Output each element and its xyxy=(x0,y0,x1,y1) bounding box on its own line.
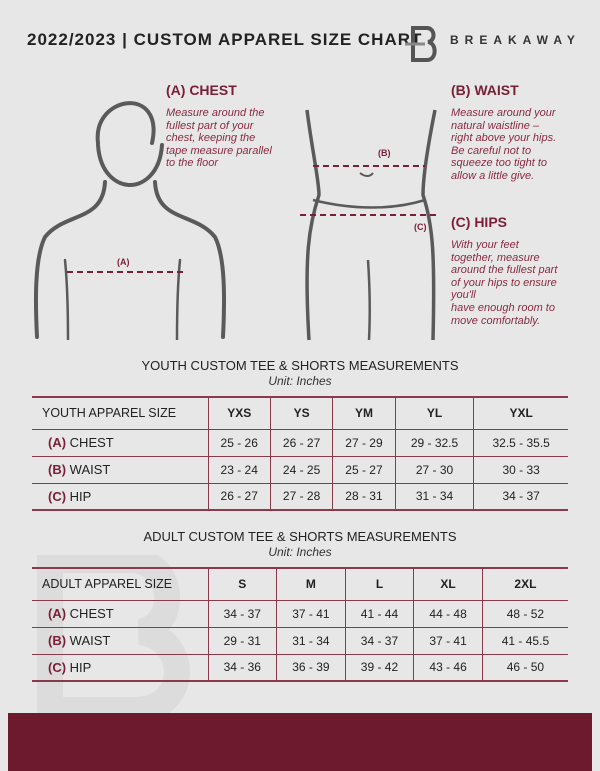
table-row: (A) CHEST 34 - 37 37 - 41 41 - 44 44 - 48 48 … xyxy=(32,599,568,628)
page-title: 2022/2023 | CUSTOM APPAREL SIZE CHART xyxy=(27,30,423,49)
cell: 25 - 26 xyxy=(207,428,271,457)
waist-marker: (B) xyxy=(378,148,391,158)
breakaway-logo-icon xyxy=(405,26,437,62)
row-label: (A) CHEST xyxy=(32,428,209,457)
cell: 27 - 30 xyxy=(394,455,475,484)
waist-heading: (B) WAIST xyxy=(451,82,519,98)
table-row: (A) CHEST 25 - 26 26 - 27 27 - 29 29 - 32.5 3… xyxy=(32,428,568,457)
table-row: (C) HIP 34 - 36 36 - 39 39 - 42 43 - 46 46 - … xyxy=(32,653,568,682)
size-header: YXS xyxy=(207,396,271,430)
table-header-row: ADULT APPAREL SIZE S M L XL 2XL xyxy=(32,567,568,601)
table-header-row: YOUTH APPAREL SIZE YXS YS YM YL YXL xyxy=(32,396,568,430)
row-label: (C) HIP xyxy=(32,653,209,682)
cell: 30 - 33 xyxy=(473,455,568,484)
cell: 34 - 37 xyxy=(207,599,278,628)
chest-description: Measure around the fullest part of your … xyxy=(166,107,272,170)
waist-description: Measure around your natural waistline – … xyxy=(451,107,557,182)
cell: 34 - 37 xyxy=(473,482,568,511)
adult-unit: Unit: Inches xyxy=(268,545,332,559)
hips-description: With your feet together, measure around … xyxy=(451,239,558,327)
cell: 37 - 41 xyxy=(413,626,483,655)
size-header: XL xyxy=(413,567,483,601)
adult-size-table: ADULT APPAREL SIZE S M L XL 2XL (A) CHES… xyxy=(32,567,568,682)
footer-bar xyxy=(8,713,592,771)
cell: 25 - 27 xyxy=(332,455,396,484)
hips-marker: (C) xyxy=(414,222,427,232)
size-header: YL xyxy=(394,396,475,430)
row-label: (C) HIP xyxy=(32,482,209,511)
size-header: YM xyxy=(332,396,396,430)
cell: 29 - 31 xyxy=(207,626,278,655)
cell: 29 - 32.5 xyxy=(394,428,475,457)
chest-heading: (A) CHEST xyxy=(166,82,237,98)
cell: 27 - 29 xyxy=(332,428,396,457)
table-row: (C) HIP 26 - 27 27 - 28 28 - 31 31 - 34 34 - … xyxy=(32,482,568,511)
size-header: YS xyxy=(269,396,334,430)
size-header: 2XL xyxy=(481,567,568,601)
cell: 32.5 - 35.5 xyxy=(473,428,568,457)
hips-heading: (C) HIPS xyxy=(451,214,507,230)
cell: 24 - 25 xyxy=(269,455,334,484)
lower-body-figure xyxy=(300,109,440,341)
cell: 34 - 37 xyxy=(344,626,415,655)
row-label: (B) WAIST xyxy=(32,455,209,484)
row-label: (A) CHEST xyxy=(32,599,209,628)
cell: 39 - 42 xyxy=(344,653,415,682)
header-label: YOUTH APPAREL SIZE xyxy=(32,396,209,430)
cell: 31 - 34 xyxy=(394,482,475,511)
table-row: (B) WAIST 29 - 31 31 - 34 34 - 37 37 - 41 41 … xyxy=(32,626,568,655)
row-label: (B) WAIST xyxy=(32,626,209,655)
youth-table-title: YOUTH CUSTOM TEE & SHORTS MEASUREMENTS xyxy=(141,358,459,373)
cell: 28 - 31 xyxy=(332,482,396,511)
table-row: (B) WAIST 23 - 24 24 - 25 25 - 27 27 - 30 30 … xyxy=(32,455,568,484)
cell: 23 - 24 xyxy=(207,455,271,484)
cell: 26 - 27 xyxy=(207,482,271,511)
cell: 36 - 39 xyxy=(276,653,346,682)
youth-unit: Unit: Inches xyxy=(268,374,332,388)
cell: 44 - 48 xyxy=(413,599,483,628)
cell: 41 - 44 xyxy=(344,599,415,628)
cell: 41 - 45.5 xyxy=(481,626,568,655)
chest-marker: (A) xyxy=(117,257,130,267)
cell: 43 - 46 xyxy=(413,653,483,682)
cell: 27 - 28 xyxy=(269,482,334,511)
size-header: M xyxy=(276,567,346,601)
adult-table-title: ADULT CUSTOM TEE & SHORTS MEASUREMENTS xyxy=(143,529,457,544)
header-label: ADULT APPAREL SIZE xyxy=(32,567,209,601)
cell: 34 - 36 xyxy=(207,653,278,682)
cell: 46 - 50 xyxy=(481,653,568,682)
brand-name: BREAKAWAY xyxy=(450,33,581,47)
size-header: YXL xyxy=(473,396,568,430)
cell: 31 - 34 xyxy=(276,626,346,655)
cell: 48 - 52 xyxy=(481,599,568,628)
size-header: L xyxy=(344,567,415,601)
size-header: S xyxy=(207,567,278,601)
cell: 26 - 27 xyxy=(269,428,334,457)
upper-body-figure xyxy=(33,101,227,340)
cell: 37 - 41 xyxy=(276,599,346,628)
youth-size-table: YOUTH APPAREL SIZE YXS YS YM YL YXL (A) … xyxy=(32,396,568,511)
